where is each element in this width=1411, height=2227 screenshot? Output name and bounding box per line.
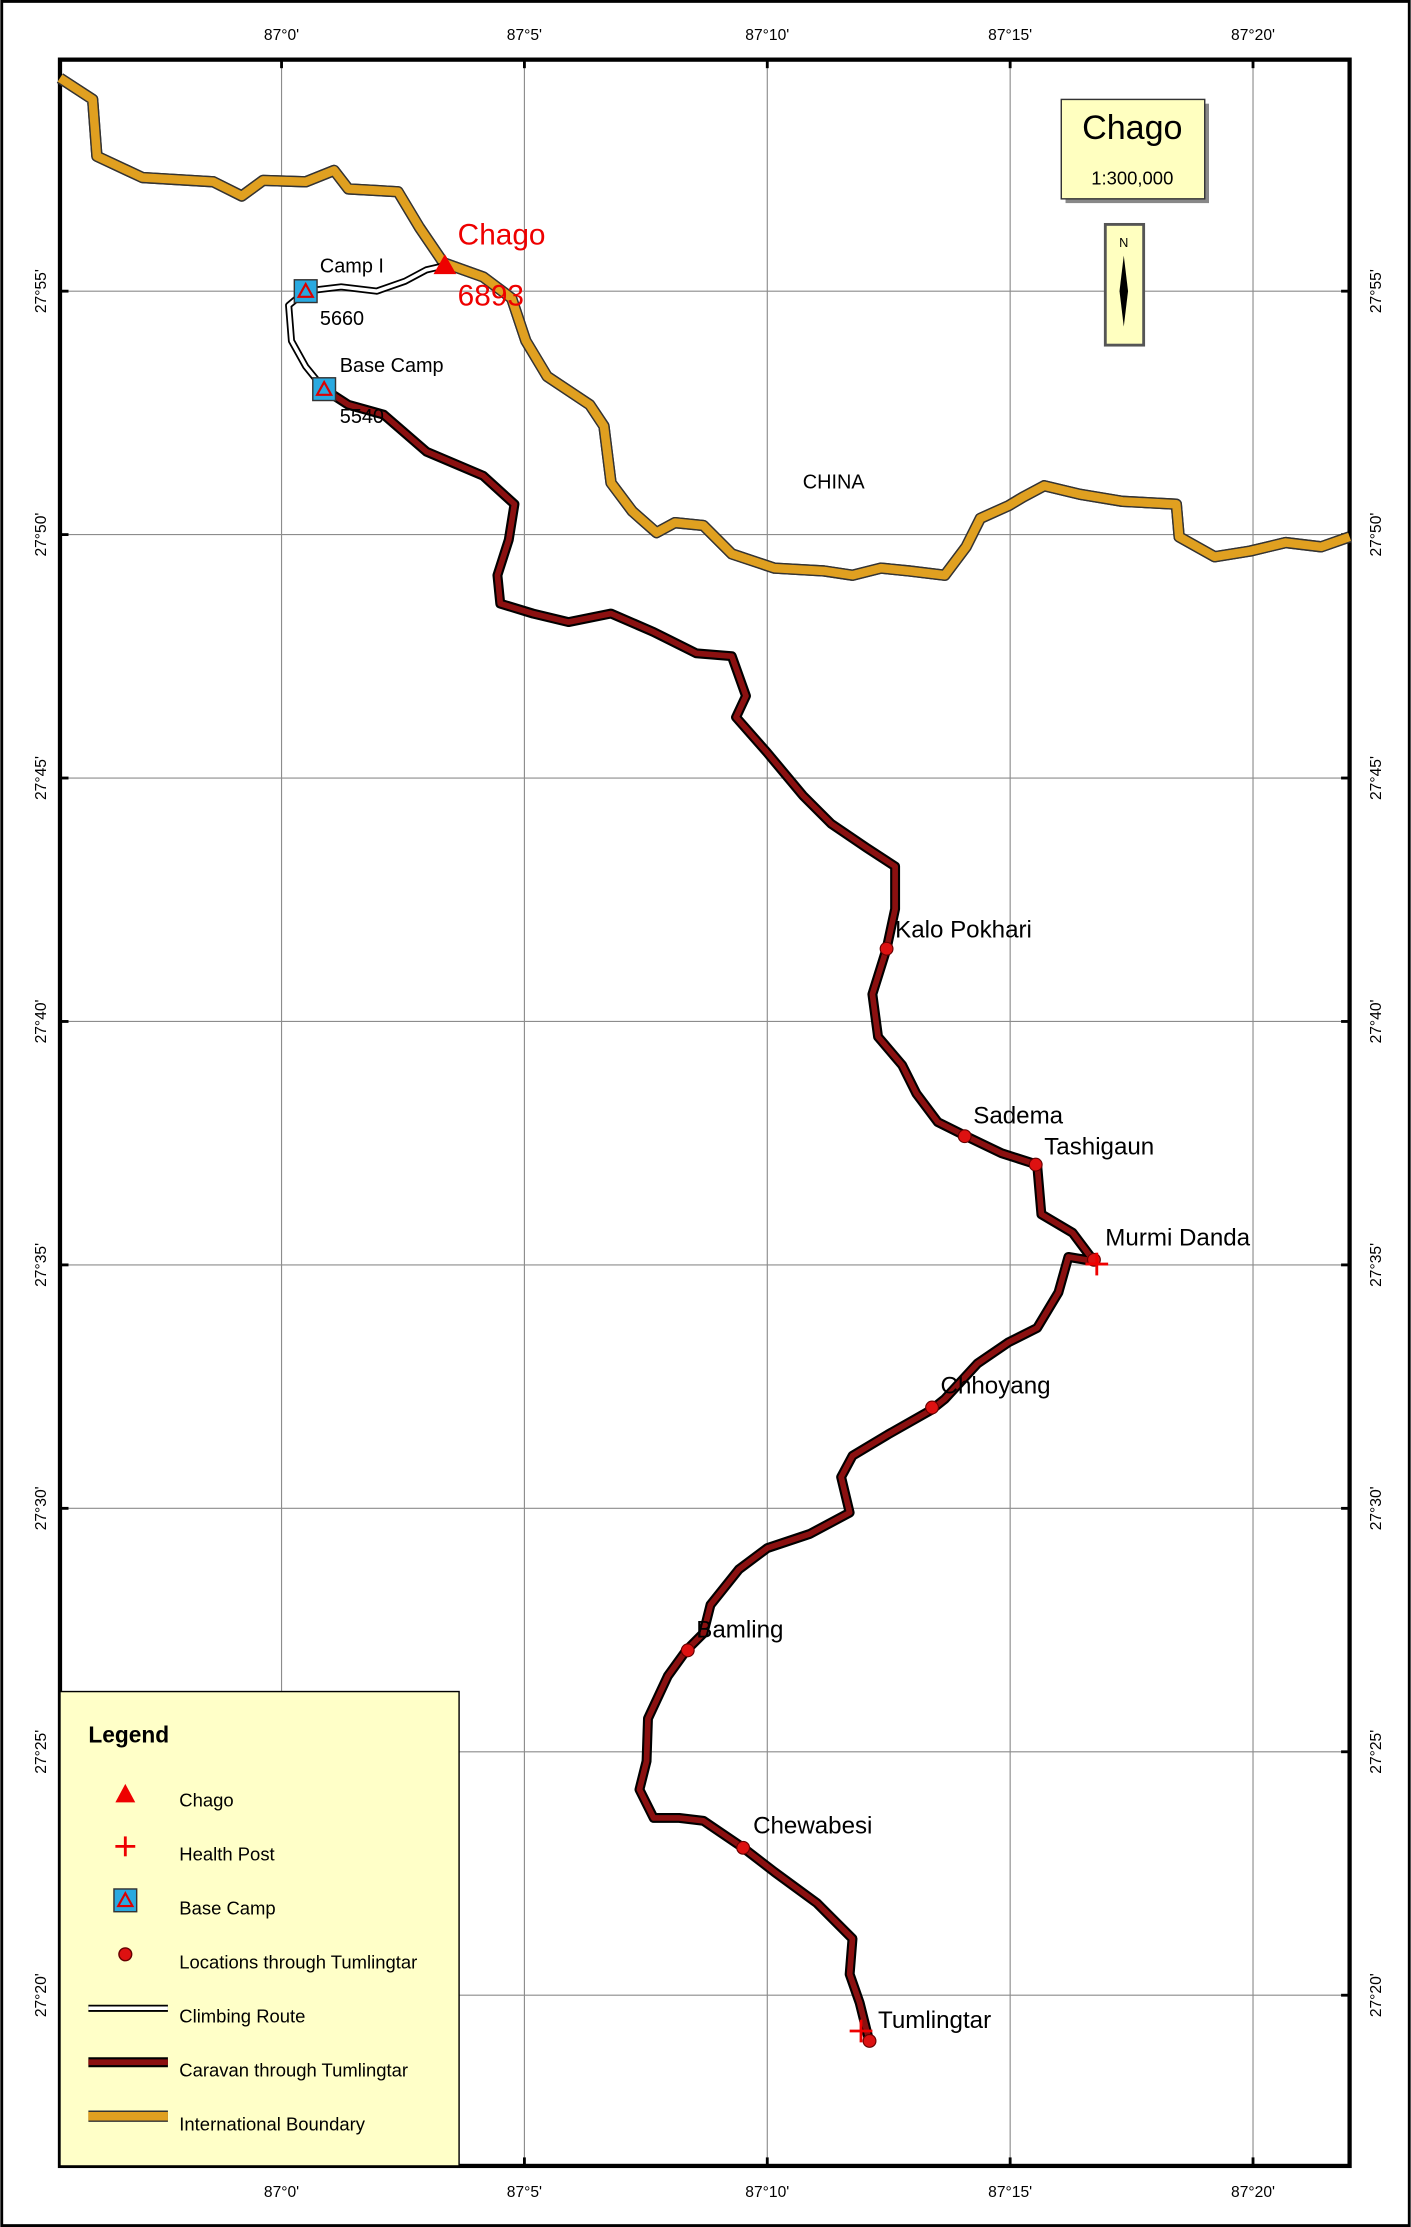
caravan-route-inner bbox=[322, 386, 1097, 2044]
latitude-label: 27°50' bbox=[33, 513, 50, 557]
longitude-label: 87°20' bbox=[1231, 27, 1275, 44]
latitude-label: 27°35' bbox=[33, 1243, 50, 1287]
latitude-label: 27°35' bbox=[1368, 1243, 1385, 1287]
camp-name: Camp I bbox=[320, 256, 384, 278]
legend-title: Legend bbox=[88, 1722, 169, 1748]
camp-marker bbox=[293, 279, 318, 304]
country-label: CHINA bbox=[803, 472, 866, 494]
place-label: Sadema bbox=[973, 1102, 1063, 1129]
climbing-route-inner bbox=[286, 263, 446, 391]
latitude-label: 27°40' bbox=[33, 999, 50, 1043]
north-label: N bbox=[1119, 235, 1128, 250]
longitude-label: 87°10' bbox=[745, 2184, 789, 2201]
camp-elevation: 5540 bbox=[340, 406, 384, 428]
legend-label: Chago bbox=[179, 1790, 233, 1811]
peak-name: Chago bbox=[458, 218, 546, 251]
place-label: Chewabesi bbox=[753, 1813, 872, 1840]
longitude-label: 87°0' bbox=[264, 2184, 299, 2201]
peak-marker bbox=[433, 254, 457, 275]
place-label: Bamling bbox=[696, 1617, 783, 1644]
latitude-label: 27°55' bbox=[33, 269, 50, 313]
legend-label: Locations through Tumlingtar bbox=[179, 1952, 417, 1973]
latitude-label: 27°50' bbox=[1368, 513, 1385, 557]
latitude-label: 27°45' bbox=[1368, 756, 1385, 800]
latitude-label: 27°55' bbox=[1368, 269, 1385, 313]
boundary-fill bbox=[57, 74, 1352, 580]
longitude-label: 87°15' bbox=[988, 27, 1032, 44]
latitude-label: 27°20' bbox=[33, 1973, 50, 2017]
legend-symbol bbox=[115, 1783, 136, 1803]
longitude-label: 87°20' bbox=[1231, 2184, 1275, 2201]
camp-marker bbox=[312, 377, 337, 402]
latitude-label: 27°40' bbox=[1368, 999, 1385, 1043]
peak-elevation: 6893 bbox=[458, 279, 524, 312]
legend-symbol bbox=[113, 1888, 138, 1913]
camp-elevation: 5660 bbox=[320, 308, 364, 330]
longitude-label: 87°10' bbox=[745, 27, 789, 44]
place-label: Chhoyang bbox=[941, 1372, 1051, 1399]
health-post-markers bbox=[849, 1252, 1109, 2043]
longitude-label: 87°0' bbox=[264, 27, 299, 44]
longitude-label: 87°5' bbox=[507, 27, 542, 44]
camp-name: Base Camp bbox=[340, 355, 444, 377]
longitude-label: 87°15' bbox=[988, 2184, 1032, 2201]
latitude-label: 27°20' bbox=[1368, 1973, 1385, 2017]
latitude-label: 27°45' bbox=[33, 756, 50, 800]
map-scale: 1:300,000 bbox=[1091, 168, 1173, 189]
north-arrow bbox=[1119, 255, 1129, 327]
legend-label: Health Post bbox=[179, 1844, 274, 1865]
latitude-label: 27°30' bbox=[33, 1486, 50, 1530]
title-box bbox=[1060, 98, 1206, 200]
legend-symbol bbox=[115, 1836, 136, 1857]
legend-label: International Boundary bbox=[179, 2113, 365, 2134]
legend-label: Climbing Route bbox=[179, 2005, 305, 2026]
longitude-label: 87°5' bbox=[507, 2184, 542, 2201]
latitude-label: 27°25' bbox=[1368, 1730, 1385, 1774]
place-label: Murmi Danda bbox=[1105, 1225, 1250, 1252]
place-label: Kalo Pokhari bbox=[895, 916, 1032, 943]
map-title: Chago bbox=[1082, 109, 1182, 147]
legend-label: Base Camp bbox=[179, 1898, 275, 1919]
latitude-label: 27°25' bbox=[33, 1730, 50, 1774]
place-label: Tashigaun bbox=[1044, 1134, 1154, 1161]
legend-box bbox=[59, 1690, 460, 2167]
place-label: Tumlingtar bbox=[878, 2007, 991, 2034]
map-frame bbox=[57, 57, 1352, 2169]
legend-label: Caravan through Tumlingtar bbox=[179, 2059, 408, 2080]
latitude-label: 27°30' bbox=[1368, 1486, 1385, 1530]
legend-symbol bbox=[118, 1947, 133, 1962]
